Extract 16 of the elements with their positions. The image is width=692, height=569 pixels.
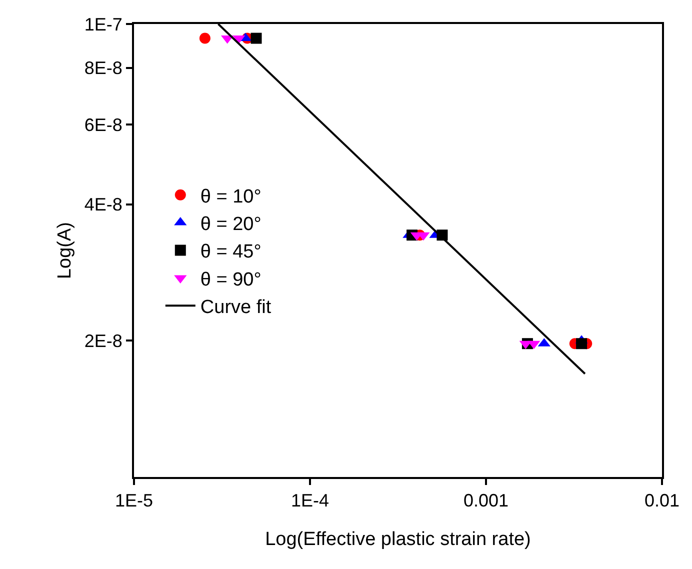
y-tick-label: 8E-8 [84,58,122,78]
x-axis-title: Log(Effective plastic strain rate) [265,529,531,550]
y-tick-label: 4E-8 [84,194,122,215]
legend-label: θ = 20° [200,214,262,235]
y-tick-label: 1E-7 [84,14,122,34]
y-tick-label: 6E-8 [84,114,122,135]
x-tick-label: 1E-5 [114,490,154,511]
x-tick-label: 1E-4 [290,490,330,511]
y-tick-label: 2E-8 [84,330,122,351]
legend-label: Curve fit [200,297,272,318]
y-axis-title: Log(A) [54,222,76,280]
legend-label: θ = 45° [200,242,262,263]
legend-label: θ = 90° [200,269,262,290]
x-tick-label: 0.01 [644,490,680,511]
legend-label: θ = 10° [200,186,262,208]
x-tick-label: 0.001 [463,490,509,511]
